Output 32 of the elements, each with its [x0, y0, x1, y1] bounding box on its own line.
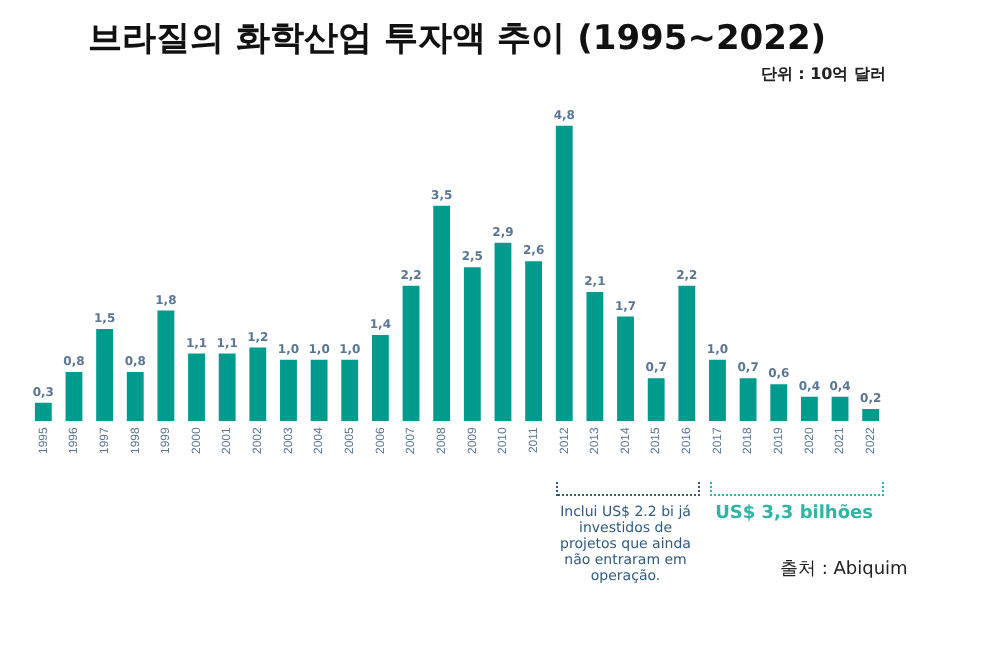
- bar: [280, 359, 297, 422]
- bar: [341, 359, 359, 422]
- bar: [739, 378, 757, 422]
- bar: [188, 353, 205, 422]
- chart-subtitle: 단위 : 10억 달러: [760, 64, 886, 83]
- bar: [555, 125, 573, 422]
- bar: [525, 261, 543, 422]
- bar: [402, 285, 420, 422]
- bar: [34, 402, 52, 422]
- bar: [678, 285, 696, 422]
- bar: [494, 242, 512, 422]
- bar: [617, 316, 634, 422]
- text: US$ 3,3 bilhões: [715, 503, 873, 524]
- chart-title: 브라질의 화학산업 투자액 추이 (1995~2022): [87, 19, 827, 60]
- bar: [157, 310, 175, 422]
- bar: [371, 335, 389, 422]
- bar: [96, 328, 114, 422]
- bar: [65, 372, 83, 422]
- bar: [770, 384, 788, 422]
- bar: [218, 353, 236, 422]
- source-note: 출처 : Abiquim: [780, 560, 908, 581]
- bar: [126, 372, 144, 422]
- bar: [586, 291, 604, 422]
- bar: [463, 267, 481, 422]
- bar: [862, 408, 880, 422]
- bar: [800, 396, 818, 422]
- bar: [310, 359, 328, 422]
- bar: [433, 205, 451, 422]
- bar: [647, 378, 665, 422]
- bar: [249, 347, 267, 422]
- bar: [709, 359, 726, 422]
- bar: [831, 396, 849, 422]
